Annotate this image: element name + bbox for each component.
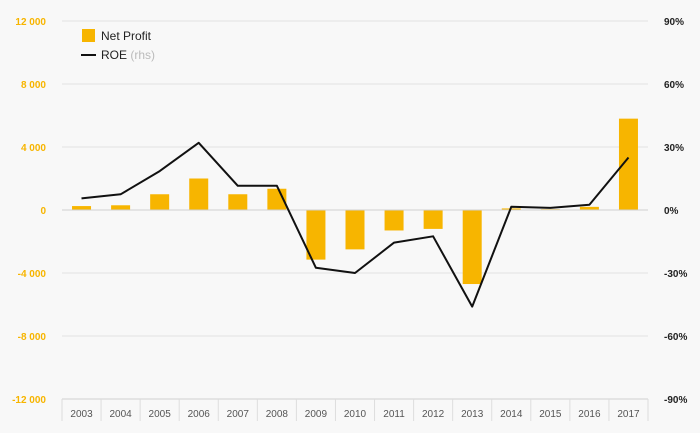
net-profit-bar — [423, 210, 443, 229]
x-axis-tick-label: 2015 — [539, 409, 562, 420]
net-profit-bar — [189, 178, 209, 210]
net-profit-bar — [306, 210, 326, 260]
x-axis-tick-label: 2014 — [500, 409, 523, 420]
left-axis-tick-label: 4 000 — [21, 143, 46, 154]
x-axis-ticks: 2003 2004 2005 2006 2007 2008 2009 2010 2011 2012… — [61, 398, 649, 421]
x-axis-tick-label: 2010 — [344, 409, 367, 420]
legend-roe-name: ROE — [101, 48, 130, 62]
left-axis-tick-label: 0 — [40, 206, 46, 217]
left-axis-tick-label: 8 000 — [21, 80, 46, 91]
net-profit-bar — [579, 206, 599, 210]
left-axis-tick-label: -4 000 — [18, 269, 47, 280]
right-axis-tick-label: -90% — [664, 395, 687, 406]
left-axis-tick-label: -12 000 — [12, 395, 46, 406]
net-profit-bar — [345, 210, 365, 250]
net-profit-bars — [72, 118, 638, 285]
x-axis-tick-label: 2006 — [188, 409, 211, 420]
x-axis-tick-label: 2011 — [383, 409, 405, 420]
right-axis-tick-label: 60% — [664, 80, 684, 91]
net-profit-bar — [111, 205, 131, 210]
legend-swatch-net-profit — [82, 29, 95, 42]
legend-roe-rhs-note: (rhs) — [130, 48, 155, 62]
right-axis-tick-label: 90% — [664, 17, 684, 28]
left-axis-tick-label: -8 000 — [18, 332, 47, 343]
x-axis-tick-label: 2016 — [578, 409, 601, 420]
right-axis-ticks: 90% 60% 30% 0% -30% -60% -90% — [664, 17, 687, 406]
legend-label-net-profit: Net Profit — [101, 29, 152, 43]
x-axis-tick-label: 2003 — [70, 409, 93, 420]
x-axis-tick-label: 2017 — [617, 409, 640, 420]
right-axis-tick-label: -30% — [664, 269, 687, 280]
net-profit-bar — [72, 206, 92, 210]
legend-label-roe: ROE (rhs) — [101, 48, 155, 62]
roe-line-series — [81, 141, 630, 308]
right-axis-tick-label: 30% — [664, 143, 684, 154]
x-axis-tick-label: 2008 — [266, 409, 289, 420]
x-axis-tick-label: 2007 — [227, 409, 250, 420]
x-axis-tick-label: 2012 — [422, 409, 445, 420]
right-axis-tick-label: -60% — [664, 332, 687, 343]
roe-line — [81, 141, 630, 308]
net-profit-bar — [228, 194, 248, 210]
net-profit-bar — [150, 194, 170, 210]
right-axis-tick-label: 0% — [664, 206, 679, 217]
net-profit-bar — [618, 118, 638, 210]
left-axis-ticks: 12 000 8 000 4 000 0 -4 000 -8 000 -12 000 — [12, 17, 46, 406]
x-axis-tick-label: 2009 — [305, 409, 328, 420]
net-profit-bar — [462, 210, 482, 285]
x-axis-tick-label: 2004 — [109, 409, 132, 420]
net-profit-bar — [384, 210, 404, 231]
legend: Net Profit ROE (rhs) — [81, 29, 155, 62]
left-axis-tick-label: 12 000 — [15, 17, 46, 28]
x-axis-tick-label: 2013 — [461, 409, 484, 420]
x-axis-tick-label: 2005 — [149, 409, 172, 420]
